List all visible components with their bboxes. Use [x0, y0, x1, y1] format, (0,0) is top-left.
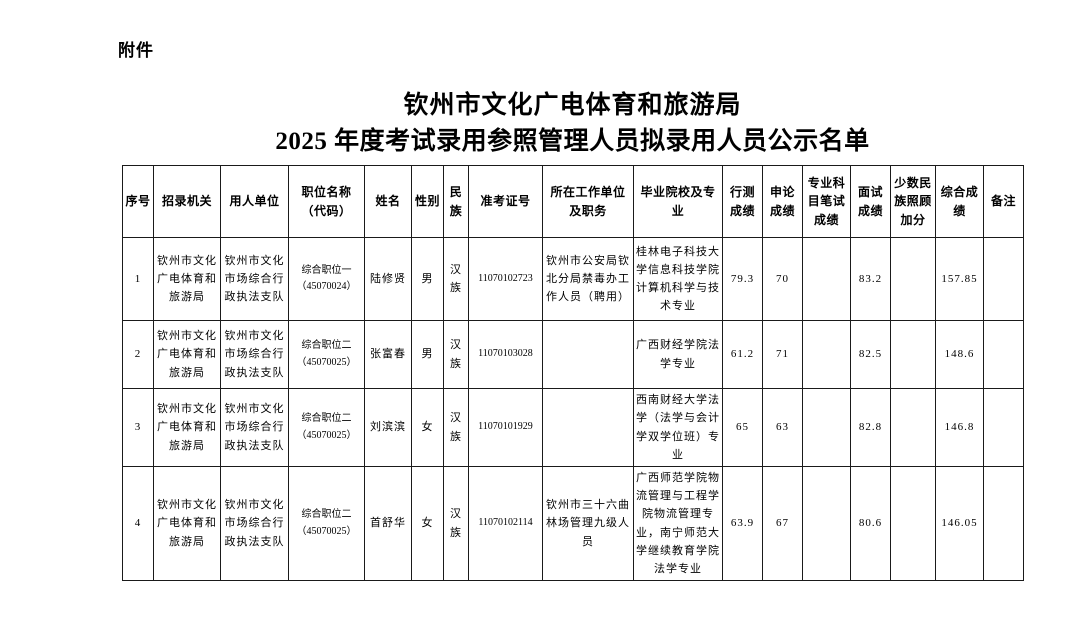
- cell-aptitude-test-score: 65: [722, 388, 763, 467]
- cell-index: 3: [122, 388, 154, 467]
- cell-interview-score: 80.6: [850, 466, 891, 581]
- cell-name: 刘滨滨: [364, 388, 412, 467]
- cell-employing-unit: 钦州市文化市场综合行政执法支队: [220, 237, 289, 321]
- title-announcement-name: 2025 年度考试录用参照管理人员拟录用人员公示名单: [275, 128, 870, 155]
- cell-gender: 女: [411, 388, 444, 467]
- table-row: 1 钦州市文化广电体育和旅游局 钦州市文化市场综合行政执法支队 综合职位一（45070…: [122, 237, 1024, 321]
- cell-recruiting-agency: 钦州市文化广电体育和旅游局: [153, 466, 221, 581]
- table-row: 3 钦州市文化广电体育和旅游局 钦州市文化市场综合行政执法支队 综合职位二（45070…: [122, 388, 1024, 467]
- proposed-hires-table: 序号 招录机关 用人单位 职位名称（代码） 姓名 性别 民族 准考证号 所在工作单位及职务 毕业院…: [122, 165, 1024, 581]
- cell-name: 张富春: [364, 320, 412, 389]
- column-header-aptitude-test-score: 行测成绩: [722, 165, 763, 238]
- cell-overall-score: 146.05: [935, 466, 984, 581]
- cell-ethnicity: 汉族: [443, 237, 469, 321]
- cell-remarks: [983, 388, 1024, 467]
- title-agency-name: 钦州市文化广电体育和旅游局: [403, 92, 742, 119]
- cell-name: 陆修贤: [364, 237, 412, 321]
- cell-professional-written-score: [802, 320, 851, 389]
- cell-ethnicity: 汉族: [443, 388, 469, 467]
- cell-overall-score: 148.6: [935, 320, 984, 389]
- column-header-school-and-major: 毕业院校及专业: [633, 165, 723, 238]
- cell-aptitude-test-score: 79.3: [722, 237, 763, 321]
- cell-exam-number: 11070101929: [468, 388, 543, 467]
- cell-remarks: [983, 466, 1024, 581]
- cell-gender: 女: [411, 466, 444, 581]
- cell-recruiting-agency: 钦州市文化广电体育和旅游局: [153, 237, 221, 321]
- cell-index: 2: [122, 320, 154, 389]
- column-header-overall-score: 综合成绩: [935, 165, 984, 238]
- cell-school-and-major: 广西财经学院法学专业: [633, 320, 723, 389]
- cell-remarks: [983, 320, 1024, 389]
- cell-employing-unit: 钦州市文化市场综合行政执法支队: [220, 388, 289, 467]
- column-header-current-workplace-and-duty: 所在工作单位及职务: [542, 165, 634, 238]
- column-header-position-name-code: 职位名称（代码）: [288, 165, 365, 238]
- cell-professional-written-score: [802, 237, 851, 321]
- cell-exam-number: 11070102114: [468, 466, 543, 581]
- cell-index: 4: [122, 466, 154, 581]
- cell-employing-unit: 钦州市文化市场综合行政执法支队: [220, 466, 289, 581]
- cell-ethnicity: 汉族: [443, 466, 469, 581]
- cell-overall-score: 157.85: [935, 237, 984, 321]
- cell-position-name-code: 综合职位二（45070025）: [288, 320, 365, 389]
- table-body: 1 钦州市文化广电体育和旅游局 钦州市文化市场综合行政执法支队 综合职位一（45070…: [122, 237, 1024, 581]
- column-header-ethnicity: 民族: [443, 165, 469, 238]
- cell-position-name-code: 综合职位一（45070024）: [288, 237, 365, 321]
- cell-professional-written-score: [802, 388, 851, 467]
- attachment-label: 附件: [118, 41, 154, 60]
- cell-exam-number: 11070103028: [468, 320, 543, 389]
- column-header-interview-score: 面试成绩: [850, 165, 891, 238]
- cell-essay-score: 67: [762, 466, 803, 581]
- cell-position-name-code: 综合职位二（45070025）: [288, 466, 365, 581]
- column-header-index: 序号: [122, 165, 154, 238]
- cell-index: 1: [122, 237, 154, 321]
- cell-essay-score: 70: [762, 237, 803, 321]
- cell-interview-score: 82.8: [850, 388, 891, 467]
- cell-gender: 男: [411, 237, 444, 321]
- cell-essay-score: 63: [762, 388, 803, 467]
- column-header-remarks: 备注: [983, 165, 1024, 238]
- cell-minority-bonus: [890, 466, 936, 581]
- cell-minority-bonus: [890, 237, 936, 321]
- cell-position-name-code: 综合职位二（45070025）: [288, 388, 365, 467]
- cell-minority-bonus: [890, 320, 936, 389]
- cell-employing-unit: 钦州市文化市场综合行政执法支队: [220, 320, 289, 389]
- cell-aptitude-test-score: 61.2: [722, 320, 763, 389]
- column-header-exam-number: 准考证号: [468, 165, 543, 238]
- column-header-minority-bonus: 少数民族照顾加分: [890, 165, 936, 238]
- column-header-employing-unit: 用人单位: [220, 165, 289, 238]
- cell-minority-bonus: [890, 388, 936, 467]
- cell-remarks: [983, 237, 1024, 321]
- header-row: 序号 招录机关 用人单位 职位名称（代码） 姓名 性别 民族 准考证号 所在工作单位及职务 毕业院…: [122, 165, 1024, 238]
- cell-school-and-major: 广西师范学院物流管理与工程学院物流管理专业，南宁师范大学继续教育学院法学专业: [633, 466, 723, 581]
- cell-essay-score: 71: [762, 320, 803, 389]
- cell-recruiting-agency: 钦州市文化广电体育和旅游局: [153, 320, 221, 389]
- cell-ethnicity: 汉族: [443, 320, 469, 389]
- table-row: 2 钦州市文化广电体育和旅游局 钦州市文化市场综合行政执法支队 综合职位二（45070…: [122, 320, 1024, 389]
- cell-current-workplace-and-duty: [542, 320, 634, 389]
- cell-exam-number: 11070102723: [468, 237, 543, 321]
- cell-professional-written-score: [802, 466, 851, 581]
- cell-interview-score: 82.5: [850, 320, 891, 389]
- cell-current-workplace-and-duty: [542, 388, 634, 467]
- column-header-recruiting-agency: 招录机关: [153, 165, 221, 238]
- table-row: 4 钦州市文化广电体育和旅游局 钦州市文化市场综合行政执法支队 综合职位二（45070…: [122, 466, 1024, 581]
- cell-gender: 男: [411, 320, 444, 389]
- column-header-professional-written-score: 专业科目笔试成绩: [802, 165, 851, 238]
- cell-aptitude-test-score: 63.9: [722, 466, 763, 581]
- column-header-essay-score: 申论成绩: [762, 165, 803, 238]
- cell-interview-score: 83.2: [850, 237, 891, 321]
- column-header-name: 姓名: [364, 165, 412, 238]
- cell-recruiting-agency: 钦州市文化广电体育和旅游局: [153, 388, 221, 467]
- cell-school-and-major: 桂林电子科技大学信息科技学院计算机科学与技术专业: [633, 237, 723, 321]
- cell-current-workplace-and-duty: 钦州市公安局钦北分局禁毒办工作人员（聘用）: [542, 237, 634, 321]
- cell-name: 首舒华: [364, 466, 412, 581]
- cell-overall-score: 146.8: [935, 388, 984, 467]
- document-title: 钦州市文化广电体育和旅游局 2025 年度考试录用参照管理人员拟录用人员公示名单: [122, 88, 1023, 160]
- column-header-gender: 性别: [411, 165, 444, 238]
- cell-school-and-major: 西南财经大学法学（法学与会计学双学位班）专业: [633, 388, 723, 467]
- cell-current-workplace-and-duty: 钦州市三十六曲林场管理九级人员: [542, 466, 634, 581]
